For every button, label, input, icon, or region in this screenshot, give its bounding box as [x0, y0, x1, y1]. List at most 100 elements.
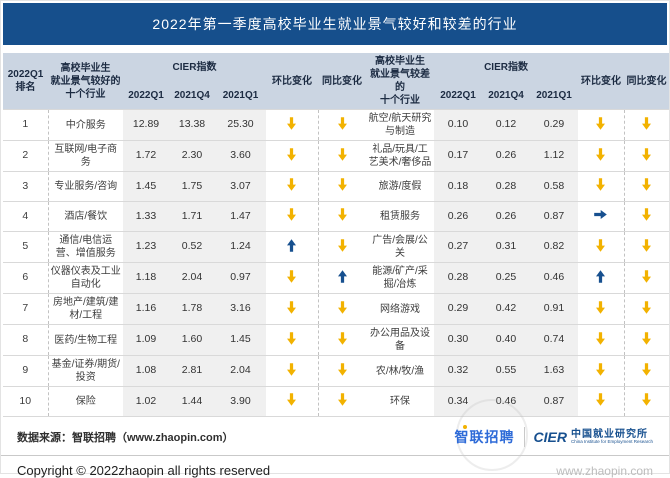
bad-industry-cell: 航空/航天研究与制造	[366, 109, 435, 141]
bad-industry-cell: 能源/矿产/采掘/冶炼	[366, 262, 435, 294]
good-yoy-cell	[317, 171, 367, 202]
bad-2021q1-cell: 0.91	[530, 293, 579, 325]
good-yoy-cell	[317, 355, 367, 387]
bad-industry-cell: 环保	[366, 386, 435, 417]
logo-divider	[523, 427, 525, 447]
trend-down-arrow-icon	[287, 269, 297, 283]
data-source-text: 数据来源：智联招聘（www.zhaopin.com）	[17, 432, 234, 444]
bad-2021q1-cell: 0.82	[530, 231, 579, 263]
good-yoy-cell	[317, 109, 367, 141]
rank-cell: 1	[3, 109, 48, 141]
good-2021q1-cell: 1.45	[215, 324, 267, 356]
header-good-2022q1: 2022Q1	[123, 81, 169, 110]
trend-down-arrow-icon	[642, 116, 652, 130]
bad-industry-cell: 礼品/玩具/工艺美术/奢侈品	[366, 140, 435, 172]
good-mom-cell	[266, 386, 319, 417]
rank-cell: 2	[3, 140, 48, 172]
copyright-bar: Copyright © 2022zhaopin all rights reser…	[1, 455, 669, 478]
trend-down-arrow-icon	[337, 362, 347, 376]
table-row: 3 专业服务/咨询 1.45 1.75 3.07 旅游/度假 0.18 0.28…	[3, 171, 670, 202]
bad-mom-cell	[578, 171, 625, 202]
good-2022q1-cell: 1.08	[123, 355, 169, 387]
bad-2022q1-cell: 0.30	[434, 324, 483, 356]
bad-2022q1-cell: 0.10	[434, 109, 483, 141]
bad-industry-cell: 网络游戏	[366, 293, 435, 325]
trend-down-arrow-icon	[642, 208, 652, 221]
table-row: 6 仪器仪表及工业自动化 1.18 2.04 0.97 能源/矿产/采掘/冶炼 …	[3, 262, 670, 294]
trend-down-arrow-icon	[287, 300, 297, 314]
trend-down-arrow-icon	[287, 116, 297, 130]
watermark-text: www.zhaopin.com	[556, 463, 653, 478]
trend-down-arrow-icon	[642, 393, 652, 406]
good-2021q4-cell: 2.30	[169, 140, 215, 172]
trend-down-arrow-icon	[337, 393, 347, 406]
header-bad-industries: 高校毕业生 就业景气较差的 十个行业	[366, 53, 435, 110]
trend-down-arrow-icon	[596, 331, 606, 345]
bad-industry-cell: 办公用品及设备	[366, 324, 435, 356]
good-yoy-cell	[317, 140, 367, 172]
good-2022q1-cell: 12.89	[123, 109, 169, 141]
trend-down-arrow-icon	[337, 147, 347, 161]
logo-accent-dot-icon	[462, 425, 467, 429]
cier-logo-en: China Institute for Employment Research	[570, 439, 653, 445]
trend-down-arrow-icon	[337, 331, 347, 345]
trend-down-arrow-icon	[287, 147, 297, 161]
trend-down-arrow-icon	[596, 362, 606, 376]
good-2021q1-cell: 3.90	[215, 386, 267, 417]
zhaopin-logo-text: 智联招聘	[454, 429, 515, 445]
good-2021q1-cell: 3.16	[215, 293, 267, 325]
good-2022q1-cell: 1.18	[123, 262, 169, 294]
good-2021q4-cell: 13.38	[169, 109, 215, 141]
header-rank: 2022Q1 排名	[3, 53, 48, 110]
good-2022q1-cell: 1.02	[123, 386, 169, 417]
trend-down-arrow-icon	[596, 300, 606, 314]
header-good-industries: 高校毕业生 就业景气较好的 十个行业	[48, 53, 123, 110]
good-industry-cell: 仪器仪表及工业自动化	[47, 262, 123, 294]
bad-yoy-cell	[623, 140, 670, 172]
bad-yoy-cell	[623, 171, 670, 202]
bad-mom-cell	[578, 231, 625, 263]
good-2021q1-cell: 2.04	[215, 355, 267, 387]
good-2021q1-cell: 0.97	[215, 262, 267, 294]
good-industry-cell: 保险	[47, 386, 123, 417]
bad-yoy-cell	[623, 293, 670, 325]
trend-down-arrow-icon	[337, 208, 347, 221]
header-yoy-bad: 同比变化	[624, 53, 670, 110]
trend-down-arrow-icon	[596, 147, 606, 161]
trend-down-arrow-icon	[287, 331, 297, 345]
rank-cell: 3	[3, 171, 48, 202]
bad-industry-cell: 农/林/牧/渔	[366, 355, 435, 387]
bad-mom-cell	[578, 140, 625, 172]
header-good-2021q1: 2021Q1	[215, 81, 267, 110]
header-good-2021q4: 2021Q4	[169, 81, 215, 110]
bad-mom-cell	[578, 109, 625, 141]
good-yoy-cell	[317, 231, 367, 263]
good-2022q1-cell: 1.45	[123, 171, 169, 202]
bad-2022q1-cell: 0.34	[434, 386, 483, 417]
good-industry-cell: 房地产/建筑/建材/工程	[47, 293, 123, 325]
table-row: 2 互联网/电子商务 1.72 2.30 3.60 礼品/玩具/工艺美术/奢侈品…	[3, 140, 670, 172]
good-mom-cell	[266, 355, 319, 387]
table-body: 1 中介服务 12.89 13.38 25.30 航空/航天研究与制造 0.10…	[3, 109, 670, 417]
bad-2021q4-cell: 0.55	[482, 355, 531, 387]
good-2022q1-cell: 1.09	[123, 324, 169, 356]
footer-source-row: 数据来源：智联招聘（www.zhaopin.com） 智联招聘 CIER 中国就…	[1, 417, 669, 449]
bad-mom-cell	[578, 386, 625, 417]
trend-down-arrow-icon	[337, 238, 347, 252]
bad-2022q1-cell: 0.26	[434, 201, 483, 232]
header-cier-index-bad: CIER指数	[434, 53, 579, 82]
bad-industry-cell: 旅游/度假	[366, 171, 435, 202]
bad-2022q1-cell: 0.17	[434, 140, 483, 172]
bad-2021q4-cell: 0.40	[482, 324, 531, 356]
table-row: 10 保险 1.02 1.44 3.90 环保 0.34 0.46 0.87	[3, 386, 670, 417]
cier-logo: CIER 中国就业研究所 China Institute for Employm…	[534, 429, 654, 445]
bad-2021q1-cell: 1.63	[530, 355, 579, 387]
trend-up-arrow-icon	[596, 269, 606, 283]
trend-down-arrow-icon	[596, 393, 606, 406]
bad-2021q4-cell: 0.12	[482, 109, 531, 141]
bad-2021q4-cell: 0.31	[482, 231, 531, 263]
cier-logo-cn: 中国就业研究所	[570, 429, 648, 441]
bad-mom-cell	[578, 262, 625, 294]
trend-down-arrow-icon	[642, 300, 652, 314]
header-bad-2021q1: 2021Q1	[530, 81, 579, 110]
